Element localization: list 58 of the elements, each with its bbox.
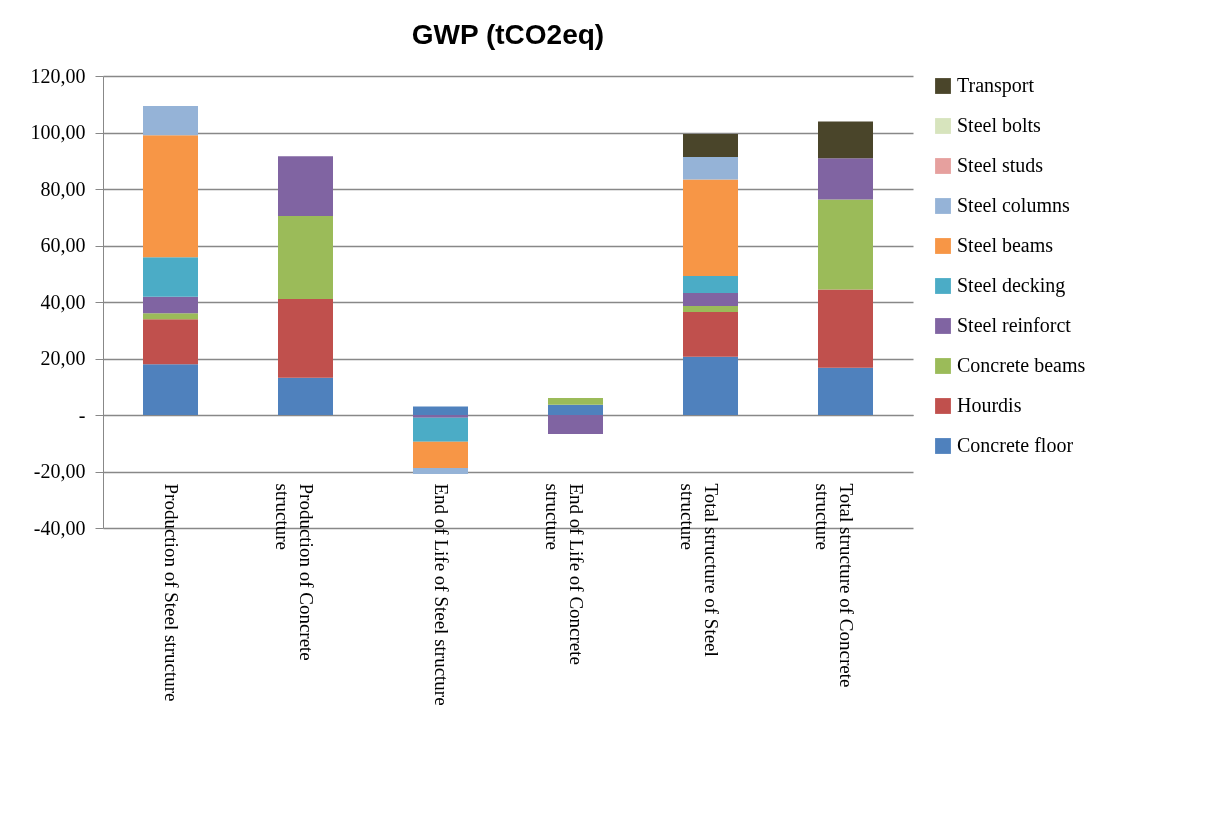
bar [413, 417, 468, 442]
bar [143, 135, 198, 258]
bar [413, 406, 468, 415]
bar [143, 105, 198, 136]
y-tick-label: 100,00 [30, 121, 86, 143]
bar [278, 298, 333, 378]
legend-label: Steel bolts [957, 114, 1042, 136]
bar [143, 319, 198, 365]
legend-label: Transport [957, 74, 1035, 97]
legend-label: Steel studs [957, 154, 1044, 176]
y-tick-label: 20,00 [40, 347, 86, 369]
legend-label: Steel reinforct [957, 314, 1072, 336]
legend-label: Hourdis [957, 394, 1022, 416]
bar [413, 415, 468, 418]
bar [818, 367, 873, 415]
bar [413, 441, 468, 469]
x-tick-label: Total structure of Concrete structure [811, 483, 857, 688]
legend-label: Steel decking [957, 274, 1066, 297]
bar [818, 199, 873, 290]
bar [143, 257, 198, 297]
legend-label: Steel columns [957, 194, 1070, 216]
legend-label: Concrete floor [957, 434, 1074, 456]
bar [278, 216, 333, 299]
bar [278, 377, 333, 415]
bar [683, 276, 738, 293]
x-tick-label: End of Life of Steel structure [430, 483, 452, 706]
bar [818, 121, 873, 159]
x-tick-label: Production of Concrete structure [271, 483, 317, 661]
bar [683, 292, 738, 306]
bar [413, 468, 468, 475]
bar [683, 305, 738, 312]
x-tick-label: End of Life of Concrete structure [541, 483, 587, 665]
y-tick-label: -20,00 [33, 460, 86, 482]
legend-label: Steel beams [957, 234, 1054, 256]
y-tick-label: 120,00 [30, 64, 86, 87]
bar [548, 415, 603, 434]
y-tick-label: 40,00 [40, 290, 86, 313]
bar [683, 311, 738, 357]
y-tick-label: 60,00 [40, 234, 86, 256]
bar [278, 156, 333, 217]
chart-title: GWP (tCO2eq) [411, 19, 605, 50]
y-tick-label: - [78, 403, 86, 426]
x-tick-label: Total structure of Steel structure [676, 483, 722, 657]
bar [143, 364, 198, 415]
bar [143, 296, 198, 314]
bar [683, 133, 738, 158]
legend-label: Concrete beams [957, 354, 1086, 376]
y-tick-label: 80,00 [40, 177, 86, 200]
bar [818, 158, 873, 200]
bar [548, 404, 603, 415]
x-tick-label: Production of Steel structure [160, 483, 182, 702]
bar [548, 398, 603, 405]
bar [683, 179, 738, 277]
bar [683, 356, 738, 415]
bar [683, 157, 738, 180]
y-tick-label: -40,00 [33, 516, 86, 539]
bar [143, 313, 198, 320]
bar [818, 289, 873, 368]
